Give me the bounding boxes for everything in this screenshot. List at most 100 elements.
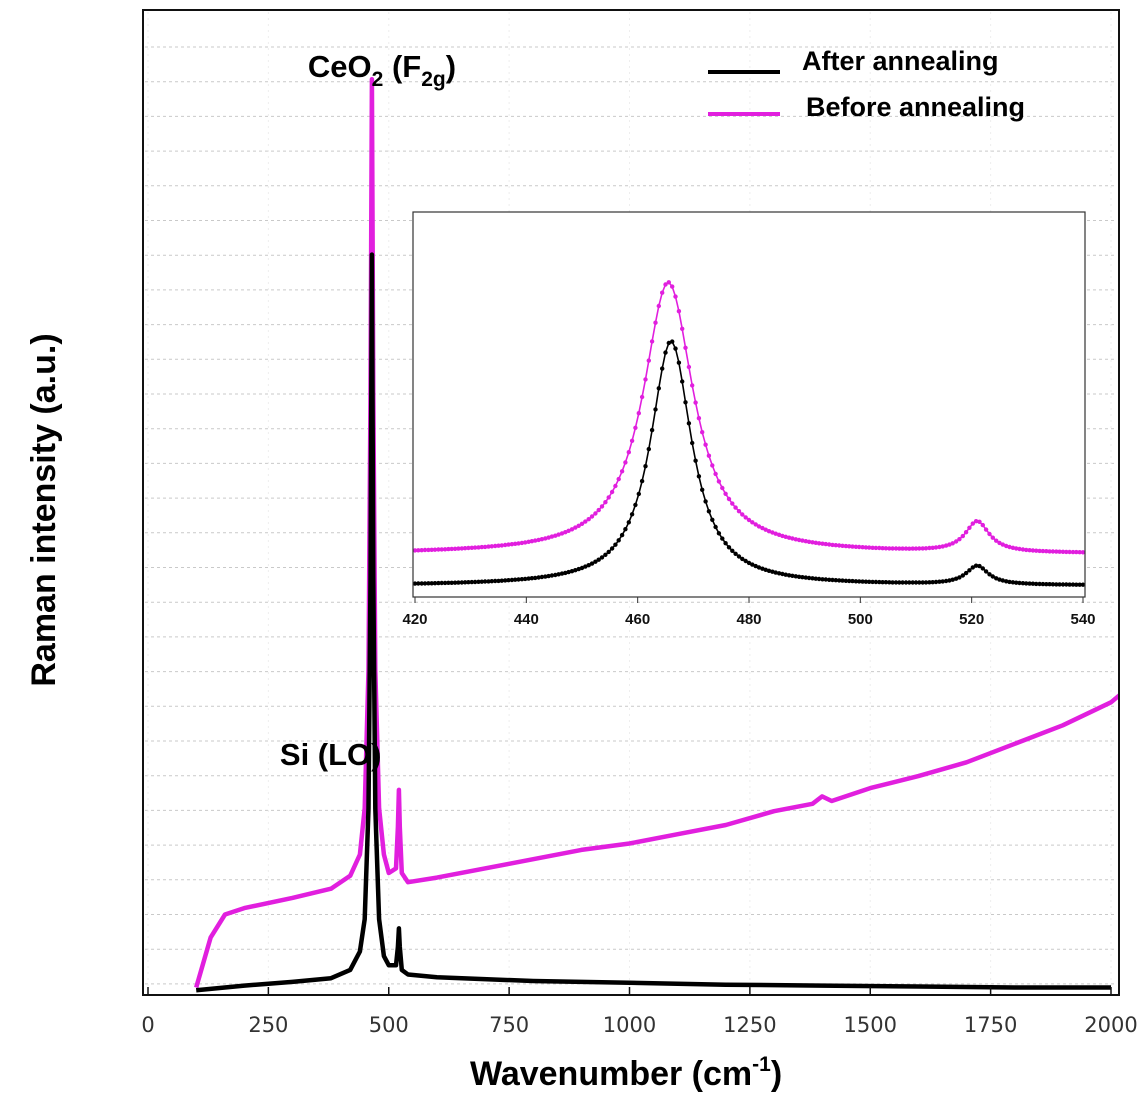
inset-point-before-annealing (412, 548, 418, 553)
inset-point-after-annealing (529, 576, 535, 581)
inset-point-before-annealing (910, 546, 915, 551)
inset-point-after-annealing (947, 578, 952, 583)
inset-point-before-annealing (683, 345, 688, 350)
inset-point-before-annealing (680, 326, 685, 331)
inset-point-before-annealing (740, 512, 745, 517)
inset-point-before-annealing (940, 544, 945, 549)
x-tick-label: 2000 (1084, 1013, 1137, 1037)
inset-point-before-annealing (730, 501, 735, 506)
inset-point-before-annealing (419, 548, 424, 553)
inset-point-after-annealing (639, 478, 645, 484)
inset-point-before-annealing (509, 542, 515, 547)
inset-point-before-annealing (1050, 549, 1056, 554)
inset-point-before-annealing (883, 546, 889, 551)
inset-point-after-annealing (439, 580, 444, 586)
inset-background (413, 212, 1085, 597)
inset-point-before-annealing (549, 534, 555, 539)
inset-point-before-annealing (953, 539, 959, 544)
inset-point-after-annealing (786, 573, 792, 578)
inset-point-before-annealing (432, 547, 438, 552)
inset-point-before-annealing (816, 541, 822, 546)
inset-point-after-annealing (1023, 581, 1029, 586)
series-line-after-annealing (195, 252, 1111, 993)
inset-point-before-annealing (519, 540, 525, 546)
inset-point-after-annealing (750, 562, 755, 567)
inset-x-tick-label: 480 (736, 611, 761, 628)
inset-point-after-annealing (503, 578, 508, 583)
series-line-before-annealing (194, 76, 1119, 989)
inset-point-after-annealing (472, 579, 478, 585)
inset-point-after-annealing (923, 580, 929, 585)
inset-point-before-annealing (706, 453, 712, 458)
inset-point-after-annealing (743, 558, 748, 564)
inset-point-before-annealing (937, 544, 942, 550)
inset-point-before-annealing (800, 538, 805, 543)
inset-point-before-annealing (493, 543, 498, 549)
inset-point-before-annealing (619, 469, 625, 474)
inset-point-before-annealing (840, 543, 845, 548)
inset-point-after-annealing (493, 578, 498, 584)
inset-point-after-annealing (1034, 581, 1039, 587)
inset-point-after-annealing (539, 574, 545, 580)
inset-point-after-annealing (459, 580, 464, 585)
inset-point-after-annealing (442, 580, 448, 586)
inset-point-after-annealing (412, 581, 418, 586)
inset-point-after-annealing (873, 579, 879, 585)
inset-point-after-annealing (887, 580, 892, 585)
inset-point-before-annealing (967, 525, 972, 530)
inset-point-after-annealing (740, 556, 745, 562)
x-tick-group: 0 250 500 750 1000 1250 1500 1750 2000 (141, 987, 1138, 1037)
inset-point-after-annealing (773, 570, 778, 575)
inset-point-after-annealing (977, 563, 982, 569)
inset-point-after-annealing (653, 407, 658, 412)
inset-point-after-annealing (476, 579, 481, 584)
inset-point-after-annealing (499, 578, 504, 583)
x-tick-label: 500 (369, 1013, 409, 1037)
inset-point-before-annealing (566, 528, 571, 533)
inset-point-before-annealing (947, 542, 952, 547)
inset-point-after-annealing (1064, 582, 1069, 587)
inset-point-after-annealing (1054, 582, 1059, 587)
inset-point-after-annealing (680, 379, 685, 384)
inset-point-after-annealing (446, 580, 451, 585)
inset-x-tick-label: 460 (625, 611, 650, 628)
inset-point-before-annealing (827, 542, 832, 547)
inset-point-before-annealing (429, 547, 434, 552)
inset-point-after-annealing (663, 350, 668, 355)
inset-point-after-annealing (526, 576, 531, 581)
inset-point-before-annealing (596, 507, 601, 513)
inset-point-after-annealing (726, 545, 732, 550)
inset-point-after-annealing (516, 577, 521, 582)
inset-point-before-annealing (933, 545, 939, 550)
inset-point-after-annealing (1007, 579, 1012, 585)
inset-point-after-annealing (994, 576, 999, 581)
inset-point-after-annealing (720, 536, 725, 541)
inset-point-after-annealing (496, 578, 501, 584)
inset-point-after-annealing (756, 565, 762, 570)
inset-point-before-annealing (449, 546, 454, 552)
inset-x-tick-label: 500 (848, 611, 873, 628)
legend-label-before: Before annealing (806, 92, 1025, 122)
inset-point-before-annealing (950, 541, 955, 546)
inset-point-after-annealing (536, 575, 541, 580)
inset-series-group (412, 280, 1086, 587)
inset-point-before-annealing (496, 543, 501, 548)
inset-point-before-annealing (977, 519, 982, 524)
inset-point-before-annealing (873, 545, 879, 551)
inset-point-before-annealing (860, 545, 865, 550)
inset-point-after-annealing (997, 577, 1002, 582)
inset-point-after-annealing (770, 569, 775, 574)
inset-point-after-annealing (1030, 581, 1036, 586)
inset-point-before-annealing (606, 495, 611, 500)
inset-point-after-annealing (860, 579, 865, 584)
x-axis-title: Wavenumber (cm-1) (470, 1053, 782, 1093)
inset-point-after-annealing (823, 577, 828, 582)
inset-point-after-annealing (890, 580, 895, 585)
inset-point-after-annealing (803, 575, 808, 580)
inset-point-after-annealing (693, 458, 698, 463)
inset-point-after-annealing (629, 512, 635, 517)
inset-point-before-annealing (716, 479, 722, 484)
inset-point-after-annealing (813, 576, 818, 581)
inset-point-before-annealing (462, 546, 468, 551)
inset-point-after-annealing (609, 546, 615, 551)
